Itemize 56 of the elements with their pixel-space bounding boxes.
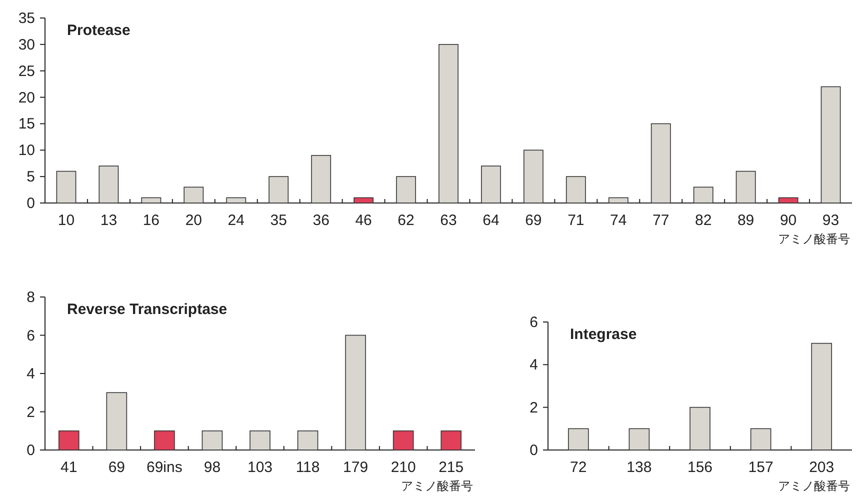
y-tick-label: 30 bbox=[18, 36, 35, 54]
x-tick-label: 210 bbox=[390, 459, 416, 476]
y-tick-label: 2 bbox=[530, 399, 538, 416]
y-tick-label: 0 bbox=[26, 442, 35, 459]
x-axis-title: アミノ酸番号 bbox=[778, 479, 850, 493]
x-tick-label: 64 bbox=[482, 212, 500, 229]
x-tick-label: 20 bbox=[185, 212, 202, 229]
chart-title: Integrase bbox=[570, 326, 637, 343]
x-tick-label: 71 bbox=[568, 212, 584, 229]
chart-title: Reverse Transcriptase bbox=[67, 301, 228, 318]
x-tick-label: 82 bbox=[695, 212, 712, 229]
x-tick-label: 36 bbox=[312, 212, 330, 229]
y-tick-label: 4 bbox=[26, 366, 35, 382]
x-tick-label: 118 bbox=[296, 459, 320, 476]
x-tick-label: 74 bbox=[610, 212, 627, 229]
x-tick-label: 77 bbox=[652, 212, 670, 229]
x-tick-label: 24 bbox=[228, 212, 244, 229]
x-tick-label: 89 bbox=[737, 212, 754, 229]
x-tick-label: 203 bbox=[809, 459, 834, 476]
x-tick-label: 72 bbox=[570, 459, 587, 476]
x-tick-label: 103 bbox=[247, 459, 273, 476]
y-tick-label: 15 bbox=[18, 116, 35, 133]
x-tick-label: 35 bbox=[270, 212, 287, 229]
x-tick-label: 13 bbox=[100, 212, 118, 229]
x-tick-label: 69 bbox=[525, 212, 542, 229]
y-tick-label: 20 bbox=[18, 89, 35, 106]
x-tick-label: 10 bbox=[58, 212, 75, 229]
x-tick-label: 63 bbox=[440, 212, 457, 229]
x-tick-label: 62 bbox=[398, 212, 414, 229]
y-tick-label: 4 bbox=[530, 356, 538, 374]
x-tick-label: 46 bbox=[355, 212, 372, 229]
x-tick-label: 138 bbox=[626, 459, 652, 476]
y-tick-label: 0 bbox=[26, 195, 35, 212]
x-axis-title: アミノ酸番号 bbox=[778, 232, 850, 246]
y-tick-label: 6 bbox=[530, 314, 538, 331]
x-tick-label: 98 bbox=[204, 459, 221, 476]
x-tick-label: 157 bbox=[748, 459, 774, 476]
y-tick-label: 6 bbox=[26, 327, 35, 344]
y-tick-label: 35 bbox=[18, 10, 35, 27]
x-tick-label: 69 bbox=[108, 459, 126, 476]
x-tick-label: 69ins bbox=[146, 459, 182, 476]
y-tick-label: 25 bbox=[18, 62, 35, 80]
x-tick-label: 93 bbox=[822, 212, 840, 229]
x-tick-label: 90 bbox=[780, 212, 797, 229]
y-tick-label: 10 bbox=[18, 142, 35, 160]
x-tick-label: 16 bbox=[142, 212, 160, 229]
y-tick-label: 2 bbox=[26, 404, 35, 421]
x-tick-label: 215 bbox=[438, 459, 464, 476]
x-tick-label: 41 bbox=[60, 459, 78, 476]
y-tick-label: 0 bbox=[530, 442, 538, 459]
x-axis-title: アミノ酸番号 bbox=[401, 479, 473, 493]
y-tick-label: 8 bbox=[26, 289, 35, 306]
y-tick-label: 5 bbox=[26, 168, 35, 186]
chart-title: Protease bbox=[67, 22, 130, 39]
x-tick-label: 156 bbox=[687, 459, 713, 476]
x-tick-label: 179 bbox=[343, 459, 368, 476]
